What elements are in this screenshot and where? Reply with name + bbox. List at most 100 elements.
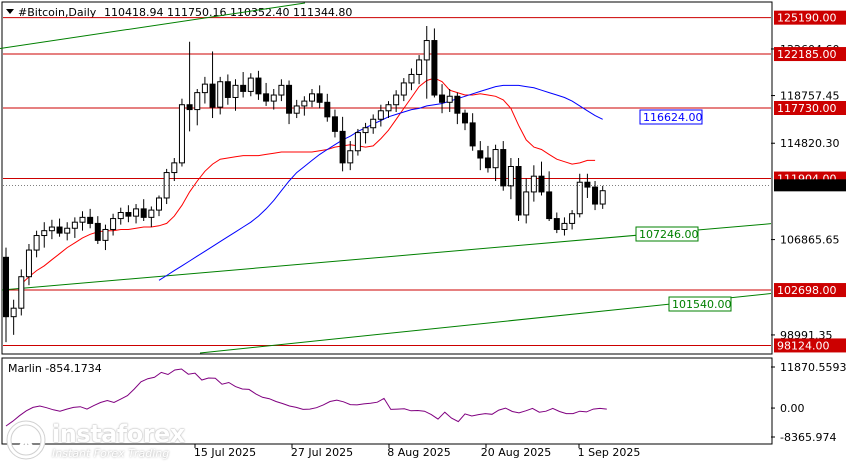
bullish-candle — [110, 218, 117, 230]
bullish-candle — [301, 100, 308, 107]
trendline-value-label: 107246.00 — [639, 228, 699, 241]
bearish-candle — [140, 208, 147, 218]
oscillator-axis-label: 0.00 — [780, 402, 805, 415]
watermark-brand: instaforex — [52, 419, 185, 448]
bearish-candle — [546, 191, 553, 220]
bullish-candle — [278, 84, 285, 96]
level-price-box — [774, 101, 846, 115]
bearish-candle — [255, 77, 262, 95]
bearish-candle — [125, 212, 132, 217]
bullish-candle — [530, 175, 537, 193]
bearish-candle — [56, 226, 63, 234]
bullish-candle — [71, 221, 78, 229]
bearish-candle — [431, 40, 438, 96]
trendline-value-box — [668, 296, 732, 312]
trendline-value-label: 116624.00 — [643, 111, 703, 124]
bearish-candle — [209, 83, 216, 108]
oscillator-title: Marlin -854.1734 — [8, 362, 102, 375]
level-price-box — [774, 10, 846, 25]
bullish-candle — [362, 127, 369, 134]
bullish-candle — [569, 213, 576, 224]
channel-trendline — [0, 2, 306, 50]
bearish-candle — [3, 256, 9, 318]
level-price-box — [774, 283, 846, 298]
instaforex-logo-icon — [6, 420, 46, 460]
bullish-candle — [354, 132, 361, 152]
bearish-candle — [240, 84, 247, 92]
bearish-candle — [94, 222, 101, 241]
oscillator-axis-label: -8365.974 — [780, 431, 836, 444]
oscillator-pane — [1, 357, 773, 445]
level-price-label: 117730.00 — [777, 102, 837, 115]
time-axis-label: 20 Aug 2025 — [481, 446, 551, 459]
bullish-candle — [507, 165, 514, 187]
bearish-candle — [500, 149, 507, 187]
bullish-candle — [25, 249, 32, 278]
bullish-candle — [156, 197, 162, 211]
bullish-candle — [171, 162, 178, 174]
price-axis-label: 118757.45 — [780, 90, 840, 103]
bearish-candle — [186, 104, 193, 111]
bullish-candle — [446, 95, 453, 103]
bullish-candle — [561, 222, 568, 230]
bullish-candle — [18, 276, 25, 309]
chart-symbol: #Bitcoin,Daily — [18, 6, 97, 19]
bearish-candle — [286, 84, 293, 114]
bullish-candle — [64, 227, 71, 234]
bullish-candle — [232, 84, 239, 98]
oscillator-axis-label: 11870.5593 — [780, 361, 846, 374]
bullish-candle — [347, 150, 354, 164]
bullish-candle — [163, 172, 170, 199]
trendline-value-box — [635, 226, 699, 242]
bullish-candle — [270, 94, 277, 102]
bullish-candle — [133, 208, 140, 217]
bullish-candle — [217, 81, 224, 108]
bearish-candle — [469, 122, 476, 147]
bullish-candle — [523, 191, 530, 216]
bullish-candle — [79, 216, 86, 223]
bullish-candle — [393, 94, 400, 106]
bullish-candle — [194, 92, 201, 111]
fast-moving-average-line — [20, 77, 596, 285]
trendline-value-box — [639, 109, 703, 125]
bullish-candle — [370, 118, 377, 129]
bullish-candle — [576, 181, 583, 215]
price-pane — [1, 1, 773, 355]
bullish-candle — [10, 307, 17, 318]
bearish-candle — [263, 93, 270, 102]
bearish-candle — [87, 216, 94, 224]
time-axis-label: 8 Aug 2025 — [387, 446, 450, 459]
bullish-candle — [599, 190, 606, 205]
price-axis-label: 106865.65 — [780, 234, 840, 247]
level-price-label: 122185.00 — [777, 48, 837, 61]
bullish-candle — [400, 82, 407, 96]
bullish-candle — [41, 230, 48, 237]
bearish-candle — [462, 112, 468, 124]
bullish-candle — [117, 212, 124, 220]
marlin-oscillator-line — [5, 368, 607, 427]
bullish-candle — [309, 93, 315, 102]
trendline-value-label: 101540.00 — [672, 298, 732, 311]
bullish-candle — [385, 104, 392, 112]
current-price-marker — [774, 179, 846, 192]
bearish-candle — [584, 181, 591, 188]
bearish-candle — [331, 116, 338, 132]
bearish-candle — [477, 150, 484, 159]
bearish-candle — [224, 81, 231, 98]
level-price-label: 125190.00 — [777, 12, 837, 25]
bearish-candle — [515, 165, 522, 216]
bullish-candle — [423, 40, 430, 61]
bearish-candle — [439, 94, 446, 103]
bullish-candle — [48, 226, 55, 232]
level-price-label: 98124.00 — [777, 339, 830, 352]
bullish-candle — [377, 110, 384, 120]
bullish-candle — [293, 105, 300, 114]
symbol-dropdown-icon[interactable] — [6, 9, 14, 14]
bullish-candle — [416, 59, 423, 75]
bullish-candle — [178, 104, 185, 164]
chart-ohlc: 110418.94 111750.16 110352.40 111344.80 — [104, 6, 352, 19]
bullish-candle — [492, 149, 499, 169]
price-axis-label: 114820.30 — [780, 137, 840, 150]
level-price-box — [774, 47, 846, 62]
time-axis-label: 1 Sep 2025 — [578, 446, 641, 459]
